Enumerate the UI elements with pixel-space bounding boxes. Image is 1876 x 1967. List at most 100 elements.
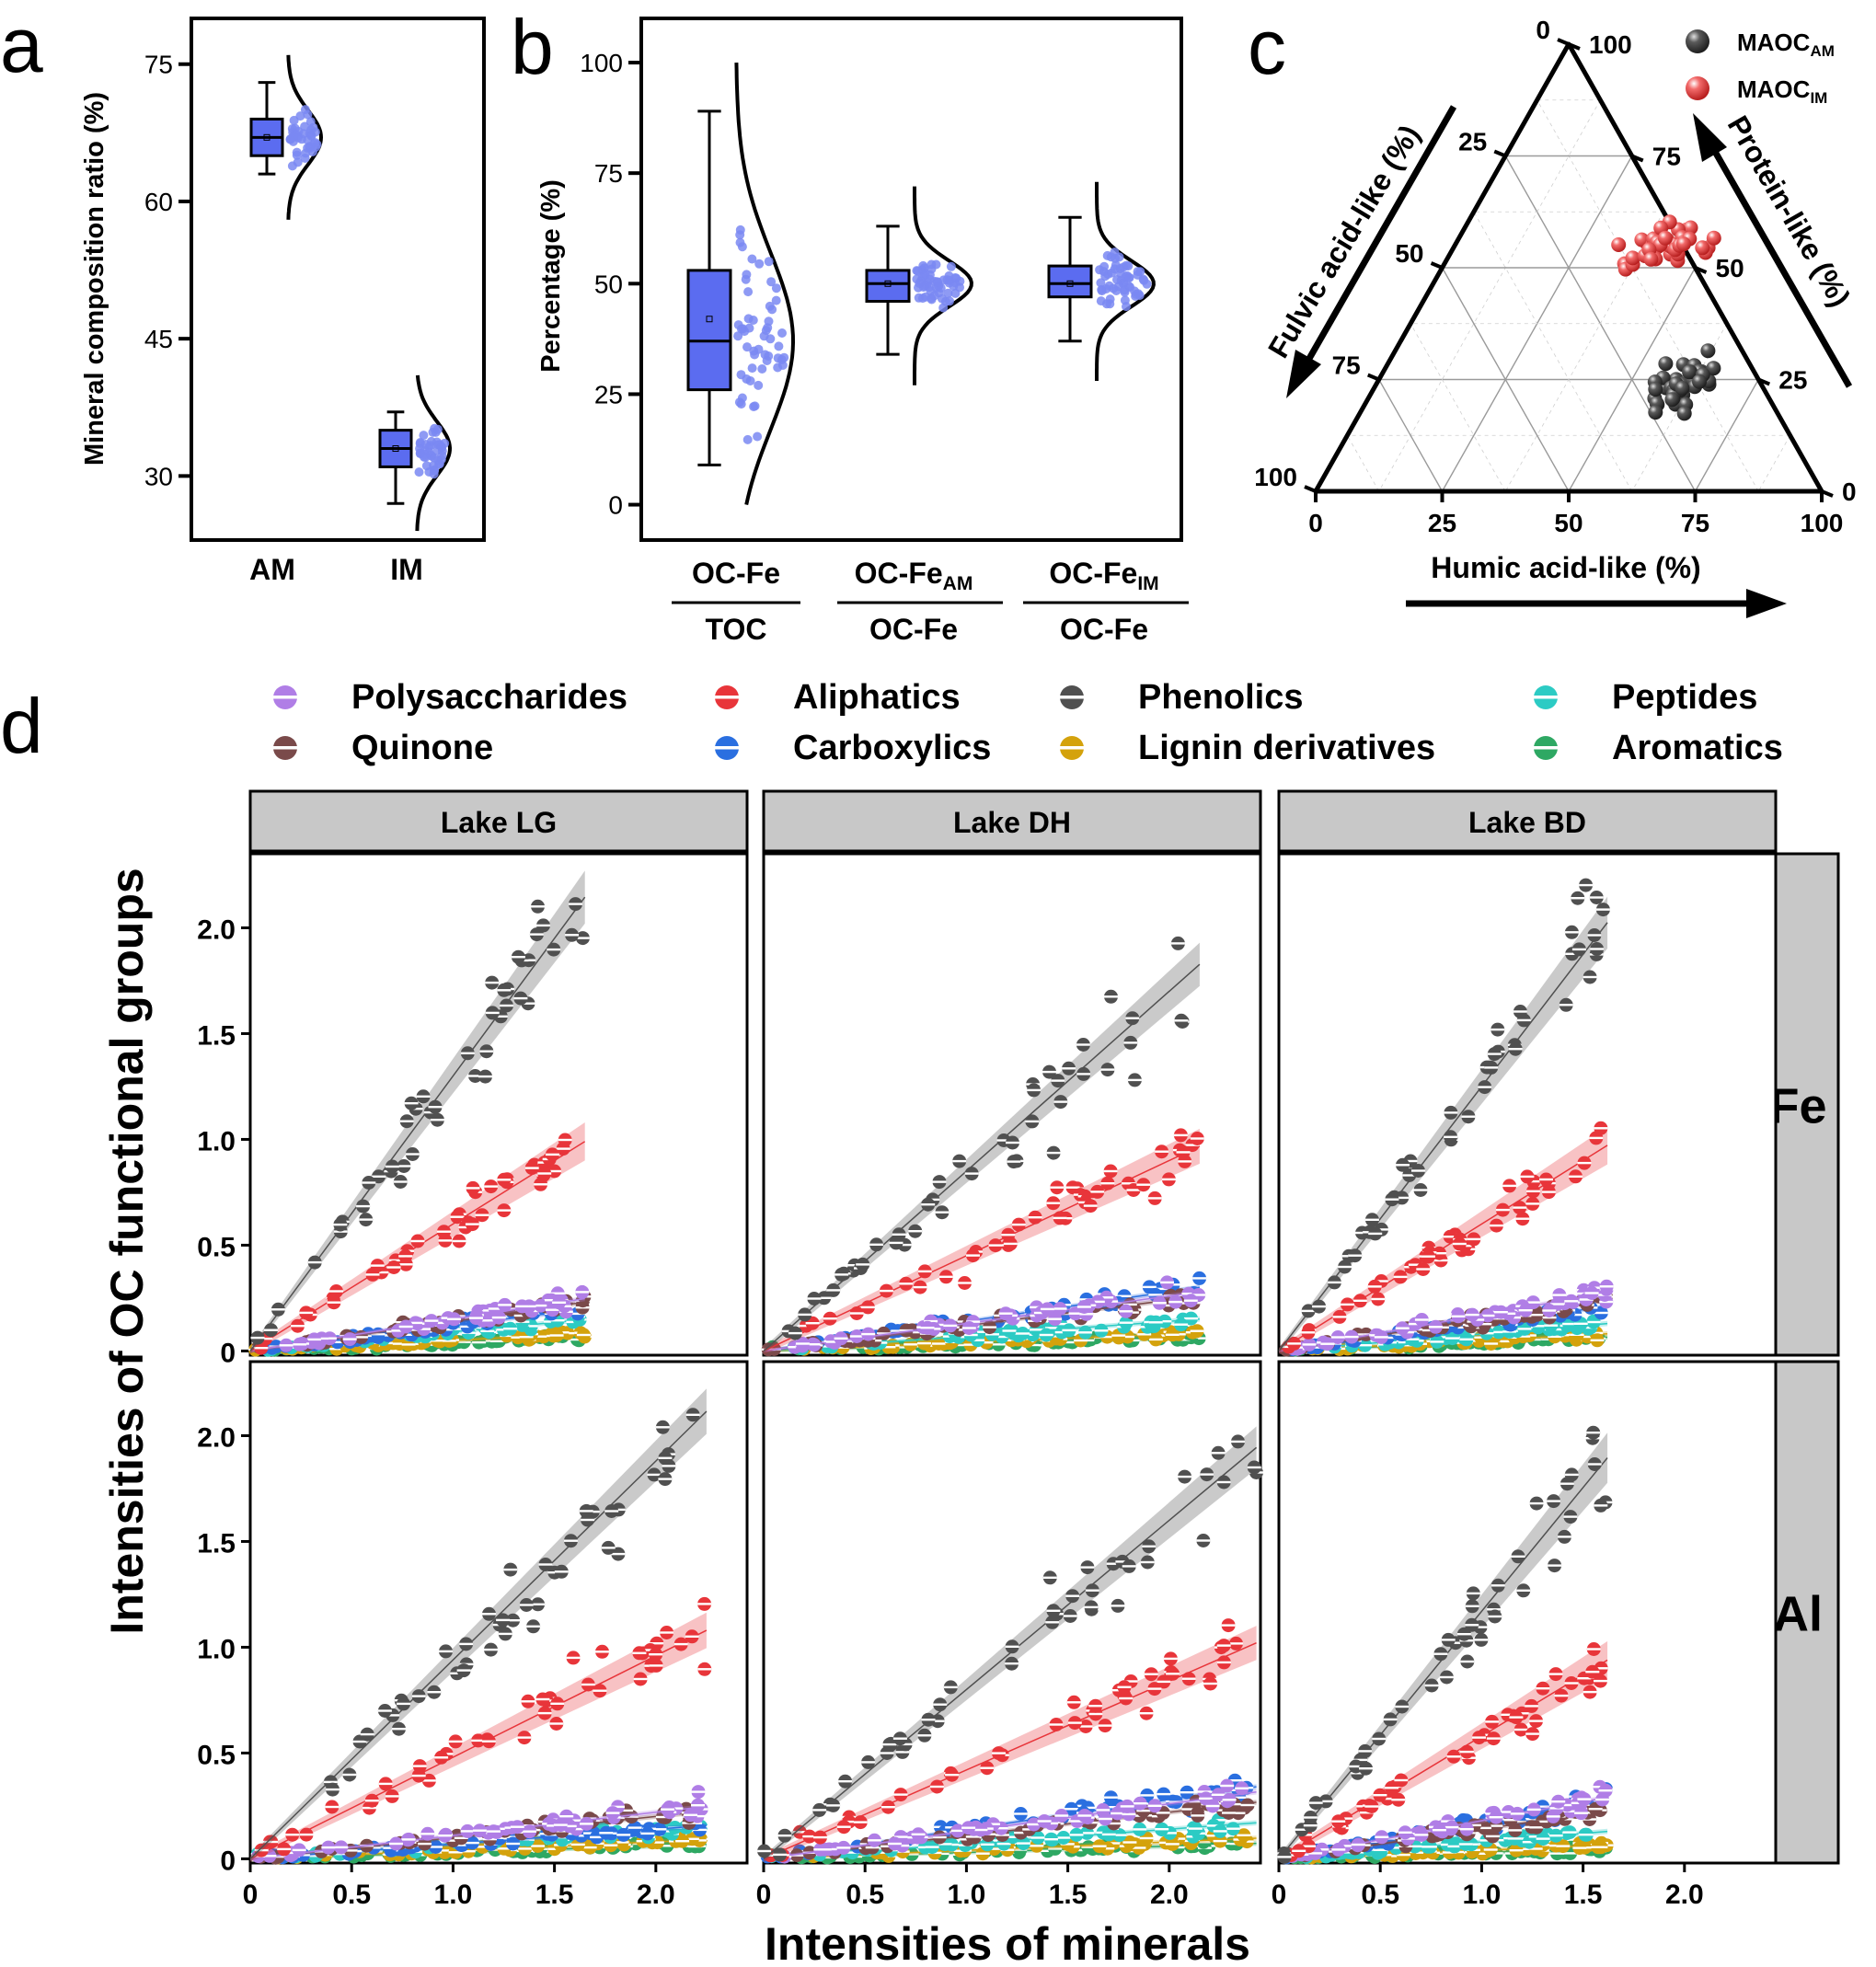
- data-point: [468, 1069, 482, 1083]
- data-point: [1078, 1325, 1093, 1340]
- data-point-band: [1142, 1285, 1157, 1289]
- data-point: [938, 1270, 953, 1284]
- y-tick-label: 100: [580, 49, 623, 77]
- data-point: [1165, 1328, 1180, 1342]
- numerator-subscript: IM: [1137, 573, 1158, 594]
- data-point: [950, 288, 961, 298]
- data-point-band: [554, 1570, 569, 1573]
- data-point-band: [427, 1691, 442, 1694]
- data-point-band: [535, 1697, 550, 1701]
- grid-line: [1568, 267, 1697, 492]
- legend-marker-band: [1534, 746, 1558, 750]
- data-point-band: [1495, 1208, 1510, 1212]
- data-point: [1124, 272, 1134, 282]
- data-point-band: [788, 1331, 802, 1335]
- panel-b-plot: [686, 63, 1156, 506]
- data-point-band: [485, 981, 500, 984]
- data-point-band: [1078, 1331, 1093, 1334]
- data-point-band: [1025, 1120, 1040, 1123]
- ternary-point: [1611, 237, 1627, 252]
- data-point: [616, 1827, 631, 1842]
- data-point: [484, 1642, 498, 1657]
- data-point-band: [1564, 931, 1579, 934]
- data-point-band: [697, 1668, 712, 1671]
- data-point-band: [1430, 1340, 1444, 1343]
- data-point: [1396, 1157, 1410, 1172]
- data-point: [438, 1828, 453, 1843]
- data-point: [1152, 1295, 1167, 1310]
- numerator-subscript: AM: [943, 573, 973, 594]
- data-point: [1490, 1022, 1505, 1037]
- data-point: [742, 434, 753, 444]
- data-point-band: [356, 1204, 371, 1208]
- data-point-band: [484, 1185, 499, 1188]
- data-point-band: [920, 1327, 935, 1329]
- data-point-band: [466, 1187, 480, 1190]
- data-point-band: [1327, 1281, 1341, 1284]
- data-point: [764, 316, 774, 327]
- data-point-band: [465, 1223, 479, 1225]
- data-point-band: [569, 903, 582, 905]
- data-point: [421, 461, 432, 471]
- panel-d-legend: Polysaccharides Aliphatics Phenolics Peptid…: [273, 678, 1783, 767]
- data-point-band: [1100, 1182, 1115, 1185]
- data-point-band: [1287, 1342, 1301, 1345]
- data-point: [754, 259, 765, 269]
- data-point: [1011, 1217, 1026, 1232]
- data-point-band: [438, 1835, 453, 1837]
- data-point: [1341, 1297, 1354, 1312]
- data-point: [565, 927, 579, 942]
- data-point: [1327, 1275, 1341, 1290]
- data-point: [1076, 1038, 1090, 1052]
- data-point-band: [1461, 1115, 1476, 1118]
- data-point: [1155, 1145, 1169, 1159]
- numerator-text: OC-Fe: [1049, 557, 1137, 590]
- data-point-band: [971, 1339, 985, 1341]
- data-point: [472, 1823, 487, 1838]
- data-point: [760, 350, 770, 360]
- data-point-band: [1076, 1073, 1091, 1076]
- data-point: [1452, 1237, 1467, 1251]
- y-tick-label: 45: [144, 325, 173, 353]
- data-point: [914, 282, 923, 293]
- box-group: [1047, 181, 1156, 381]
- data-point-band: [333, 1230, 348, 1233]
- data-point-band: [315, 1337, 329, 1340]
- data-point-band: [575, 937, 590, 939]
- data-point: [1312, 1299, 1327, 1314]
- data-point-band: [434, 1756, 449, 1759]
- data-point-band: [485, 1011, 500, 1015]
- data-point-band: [1542, 1309, 1557, 1312]
- data-point: [460, 1046, 475, 1061]
- data-point-band: [1190, 1329, 1204, 1332]
- ternary-point: [1700, 343, 1716, 359]
- data-point-band: [570, 1338, 584, 1341]
- data-point: [517, 1731, 532, 1745]
- data-point-band: [498, 1304, 512, 1306]
- data-point-band: [932, 1180, 947, 1183]
- data-point: [1112, 275, 1122, 284]
- data-point-band: [521, 1700, 535, 1703]
- data-point: [869, 1237, 884, 1252]
- data-point: [581, 1677, 595, 1692]
- data-point: [807, 1292, 822, 1306]
- tick-mark: [1304, 485, 1317, 493]
- data-point: [399, 1114, 414, 1129]
- ternary-bottom-arrow: [1406, 589, 1787, 618]
- data-point: [519, 1598, 534, 1612]
- data-point-band: [1459, 1338, 1474, 1340]
- right-tick-label: 0: [1842, 477, 1857, 506]
- data-point: [459, 1637, 474, 1651]
- data-point: [1478, 1080, 1492, 1095]
- data-point: [743, 314, 754, 324]
- data-point-band: [1190, 1137, 1204, 1140]
- data-point: [1348, 1248, 1363, 1263]
- ternary-grid: [1347, 99, 1790, 492]
- data-point: [1160, 1275, 1174, 1290]
- data-point-band: [468, 1075, 482, 1077]
- legend-label: Peptides: [1612, 678, 1757, 717]
- data-point: [250, 1330, 265, 1345]
- data-point: [1168, 1294, 1183, 1309]
